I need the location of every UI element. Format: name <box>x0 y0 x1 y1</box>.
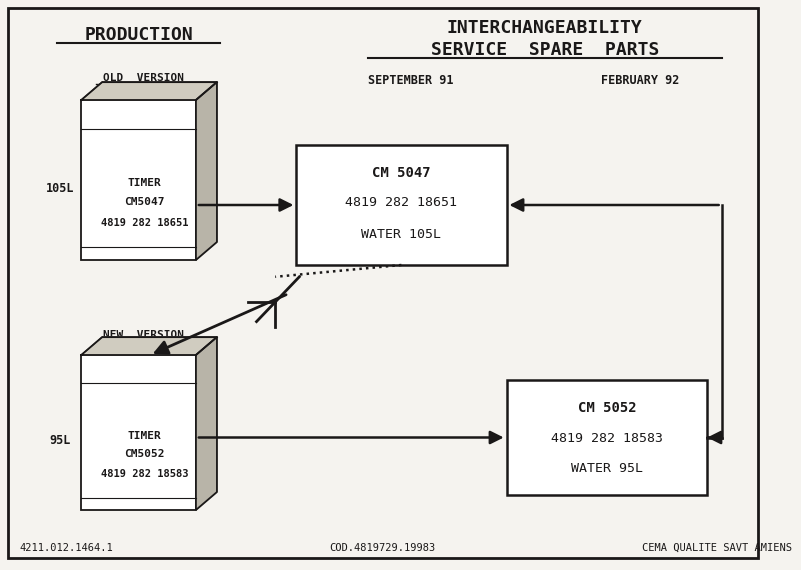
Text: PRODUCTION: PRODUCTION <box>84 26 193 44</box>
Text: CM 5052: CM 5052 <box>578 401 636 415</box>
Text: CM5052: CM5052 <box>124 449 164 459</box>
Text: WATER 95L: WATER 95L <box>571 462 643 474</box>
Polygon shape <box>196 82 217 260</box>
Bar <box>81 100 196 260</box>
Text: NEW  VERSION: NEW VERSION <box>103 330 184 340</box>
Bar <box>296 145 506 265</box>
Text: 4819 282 18651: 4819 282 18651 <box>345 197 457 210</box>
Polygon shape <box>81 82 217 100</box>
Text: 95L: 95L <box>50 434 71 447</box>
Text: WATER 105L: WATER 105L <box>361 229 441 242</box>
Text: 4819 282 18583: 4819 282 18583 <box>101 469 188 479</box>
Text: 4819 282 18583: 4819 282 18583 <box>551 431 663 445</box>
Text: SEPTEMBER 91: SEPTEMBER 91 <box>368 74 453 87</box>
Polygon shape <box>81 337 217 355</box>
Text: FEBRUARY 92: FEBRUARY 92 <box>601 74 679 87</box>
Text: COD.4819729.19983: COD.4819729.19983 <box>329 543 436 553</box>
Text: CEMA QUALITE SAVT AMIENS: CEMA QUALITE SAVT AMIENS <box>642 543 791 553</box>
Text: CM 5047: CM 5047 <box>372 166 431 180</box>
Polygon shape <box>196 337 217 510</box>
Text: 4211.012.1464.1: 4211.012.1464.1 <box>19 543 113 553</box>
Bar <box>81 355 196 510</box>
Text: CM5047: CM5047 <box>124 197 164 207</box>
Bar <box>506 380 707 495</box>
Text: 4819 282 18651: 4819 282 18651 <box>101 218 188 228</box>
Text: TIMER: TIMER <box>127 178 161 188</box>
Text: OLD  VERSION: OLD VERSION <box>103 73 184 83</box>
Text: SERVICE  SPARE  PARTS: SERVICE SPARE PARTS <box>431 41 659 59</box>
Text: TIMER: TIMER <box>127 430 161 441</box>
Text: 105L: 105L <box>46 181 74 194</box>
Text: INTERCHANGEABILITY: INTERCHANGEABILITY <box>447 19 642 37</box>
